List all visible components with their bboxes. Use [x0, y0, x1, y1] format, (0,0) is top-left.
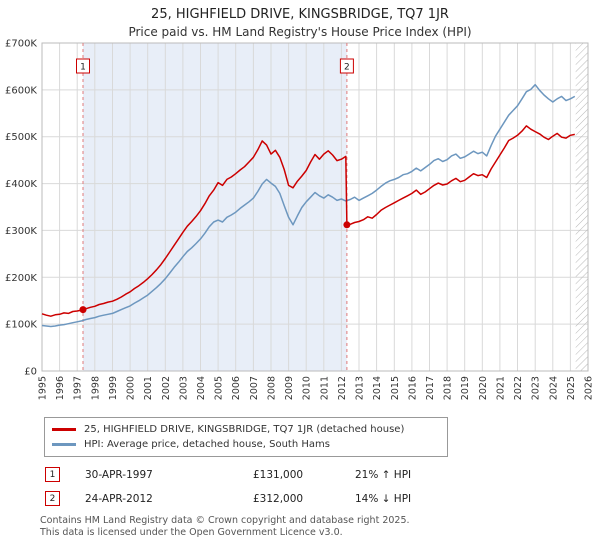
x-tick-label: 2017	[425, 376, 436, 400]
sale-annotations: 1 30-APR-1997 £131,000 21% ↑ HPI 2 24-AP…	[45, 467, 600, 506]
x-tick-label: 2021	[495, 376, 506, 400]
x-tick-label: 2016	[407, 376, 418, 400]
y-tick-label: £600K	[5, 85, 37, 96]
y-tick-label: £700K	[5, 39, 37, 50]
future-hatch-region	[575, 43, 588, 371]
sale-annotation-2: 2 24-APR-2012 £312,000 14% ↓ HPI	[45, 491, 600, 506]
x-tick-label: 2014	[372, 376, 383, 400]
x-tick-label: 2001	[143, 376, 154, 400]
x-tick-label: 1999	[108, 376, 119, 400]
sale-1-vs-hpi: 21% ↑ HPI	[355, 468, 412, 481]
y-tick-label: £300K	[5, 226, 37, 237]
x-tick-label: 2026	[584, 376, 595, 400]
sale-2-marker: 2	[45, 491, 60, 506]
svg-text:2: 2	[344, 63, 350, 73]
hpi-line-swatch	[52, 443, 76, 446]
x-tick-label: 2010	[302, 376, 313, 400]
x-tick-label: 1997	[73, 376, 84, 400]
x-tick-label: 2002	[161, 376, 172, 400]
x-tick-label: 2023	[531, 376, 542, 400]
x-tick-label: 2022	[513, 376, 524, 400]
price-paid-25-highfield-drive-line	[41, 125, 575, 317]
sale-point-1	[79, 306, 87, 314]
sale-2-vs-hpi: 14% ↓ HPI	[355, 492, 412, 505]
x-tick-label: 2007	[249, 376, 260, 400]
sale-annotation-1: 1 30-APR-1997 £131,000 21% ↑ HPI	[45, 467, 600, 482]
price-paid-line-swatch	[52, 428, 76, 431]
between-sales-shading	[83, 43, 347, 371]
y-tick-label: £0	[24, 367, 37, 378]
x-tick-label: 2004	[196, 376, 207, 400]
x-tick-label: 2015	[390, 376, 401, 400]
legend-label-price-paid: 25, HIGHFIELD DRIVE, KINGSBRIDGE, TQ7 1J…	[84, 424, 405, 435]
x-tick-label: 2006	[231, 376, 242, 400]
sale-point-2	[343, 221, 351, 229]
x-tick-label: 2025	[566, 376, 577, 400]
x-tick-label: 2005	[214, 376, 225, 400]
svg-text:1: 1	[80, 63, 86, 73]
page-subtitle: Price paid vs. HM Land Registry's House …	[128, 25, 472, 39]
sale-2-price: £312,000	[253, 492, 304, 505]
sale-1-date: 30-APR-1997	[85, 468, 153, 481]
y-tick-label: £100K	[5, 320, 37, 331]
x-tick-label: 2009	[284, 376, 295, 400]
x-tick-label: 2019	[460, 376, 471, 400]
license-footer: Contains HM Land Registry data © Crown c…	[40, 515, 600, 540]
price-history-chart: £0 £100K £200K £300K £400K £500K £600K £700K 199…	[5, 39, 595, 400]
legend-label-hpi: HPI: Average price, detached house, Sout…	[84, 439, 330, 450]
sale-marker-box-2	[339, 58, 354, 74]
x-tick-label: 2003	[178, 376, 189, 400]
hpi-south-hams-detached-line	[41, 83, 576, 328]
x-tick-label: 2008	[267, 376, 278, 400]
sale-2-date: 24-APR-2012	[85, 492, 153, 505]
footer-line-2: This data is licensed under the Open Gov…	[40, 527, 343, 539]
chart-header: 25, HIGHFIELD DRIVE, KINGSBRIDGE, TQ7 1J…	[0, 0, 600, 39]
sale-1-marker: 1	[45, 467, 60, 482]
y-tick-label: £200K	[5, 273, 37, 284]
x-tick-label: 2000	[126, 376, 137, 400]
x-tick-label: 1995	[38, 376, 49, 400]
x-tick-label: 2013	[355, 376, 366, 400]
page-title: 25, HIGHFIELD DRIVE, KINGSBRIDGE, TQ7 1J…	[151, 7, 449, 22]
sale-1-price: £131,000	[253, 468, 304, 481]
x-tick-label: 2020	[478, 376, 489, 400]
x-tick-label: 1996	[55, 376, 66, 400]
y-tick-label: £500K	[5, 132, 37, 143]
y-tick-label: £400K	[5, 179, 37, 190]
x-tick-label: 2024	[548, 376, 559, 400]
legend-row-price-paid: 25, HIGHFIELD DRIVE, KINGSBRIDGE, TQ7 1J…	[52, 422, 440, 437]
x-tick-label: 2018	[443, 376, 454, 400]
legend-row-hpi: HPI: Average price, detached house, Sout…	[52, 437, 440, 452]
x-tick-label: 2011	[319, 376, 330, 400]
x-tick-label: 1998	[90, 376, 101, 400]
sale-marker-box-1	[76, 58, 90, 74]
x-tick-label: 2012	[337, 376, 348, 400]
footer-line-1: Contains HM Land Registry data © Crown c…	[40, 515, 410, 526]
chart-legend: 25, HIGHFIELD DRIVE, KINGSBRIDGE, TQ7 1J…	[44, 417, 448, 457]
